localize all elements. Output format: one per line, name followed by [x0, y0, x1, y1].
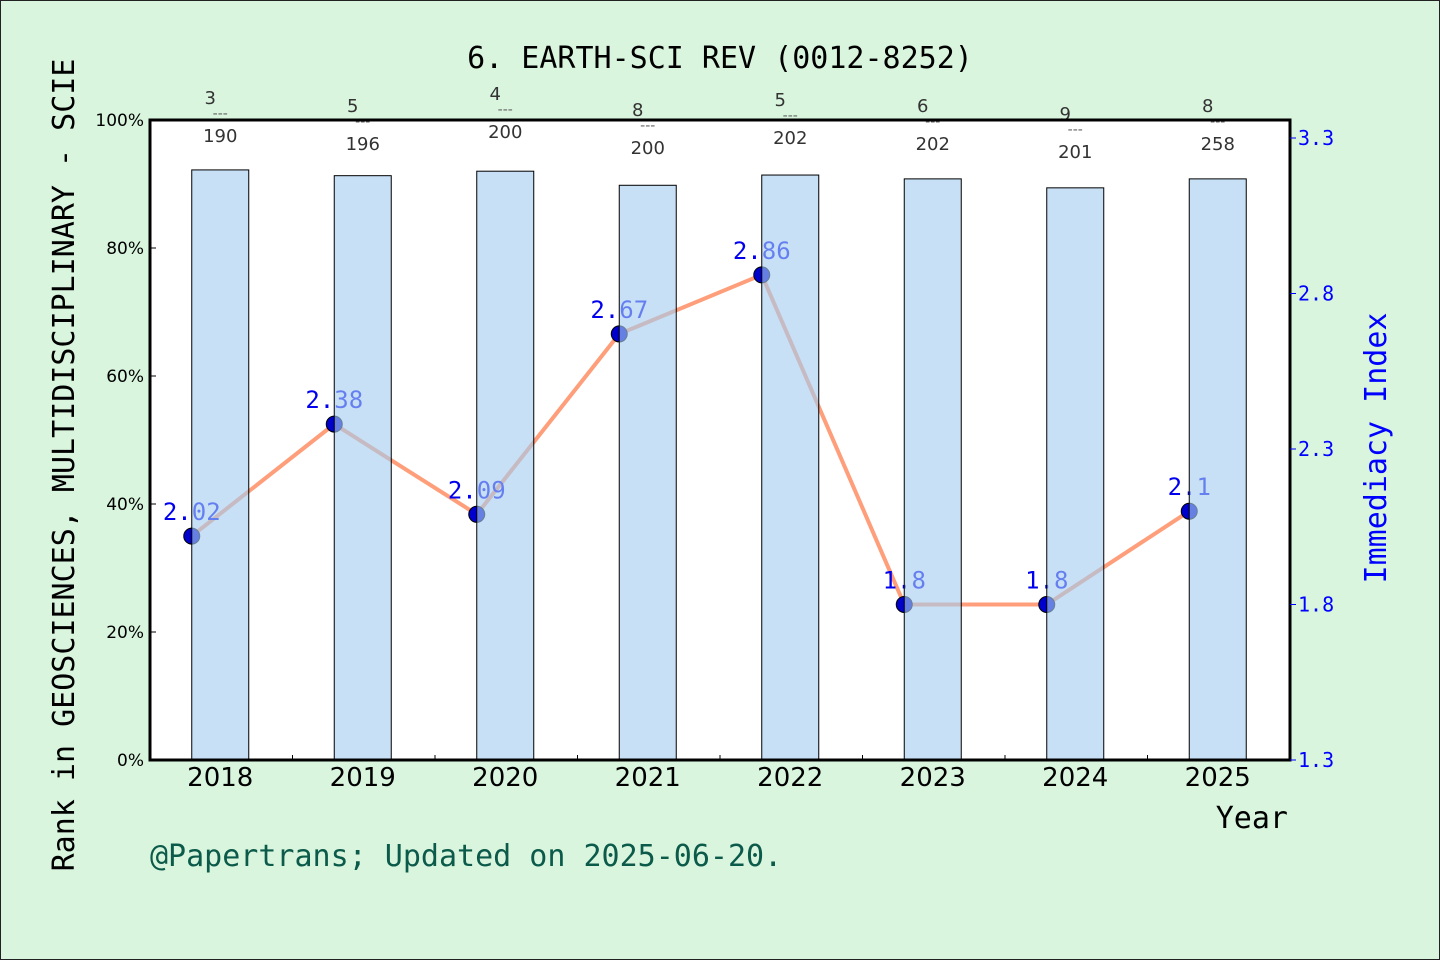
rank-bar: [903, 178, 962, 761]
plot-area: [150, 120, 1290, 760]
rank-bar: [333, 175, 392, 761]
rank-total: 200: [631, 138, 665, 159]
rank-numerator: 8: [632, 100, 643, 121]
rank-bar: [618, 184, 677, 761]
y-axis-right-label: Immediacy Index: [1359, 313, 1394, 584]
x-tick-label: 2018: [187, 763, 253, 793]
rank-bar: [191, 169, 250, 761]
rank-fraction-bar: ---: [783, 108, 798, 124]
rank-fraction-bar: ---: [213, 106, 228, 122]
y-left-tick-label: 20%: [106, 623, 144, 643]
x-tick-label: 2021: [615, 763, 681, 793]
y-left-tick-label: 100%: [95, 111, 144, 131]
rank-fraction-bar: ---: [355, 114, 370, 130]
rank-fraction-bar: ---: [1068, 122, 1083, 138]
rank-numerator: 5: [347, 96, 358, 117]
x-tick-label: 2020: [472, 763, 538, 793]
rank-numerator: 4: [490, 84, 501, 105]
rank-total: 258: [1201, 134, 1235, 155]
x-tick-label: 2023: [900, 763, 966, 793]
y-right-tick-label: 1.8: [1298, 593, 1334, 617]
rank-fraction-bar: ---: [498, 102, 513, 118]
rank-fraction-bar: ---: [925, 114, 940, 130]
rank-numerator: 5: [775, 90, 786, 111]
rank-numerator: 8: [1202, 96, 1213, 117]
rank-bar: [1046, 187, 1105, 761]
y-right-tick-label: 1.3: [1298, 748, 1334, 772]
y-axis-left-label: Rank in GEOSCIENCES, MULTIDISCIPLINARY -…: [47, 59, 82, 872]
rank-total: 202: [773, 128, 807, 149]
rank-bar: [1188, 178, 1247, 761]
rank-total: 202: [916, 134, 950, 155]
rank-numerator: 9: [1060, 104, 1071, 125]
rank-total: 200: [488, 122, 522, 143]
rank-bar: [476, 170, 535, 761]
y-left-tick-label: 80%: [106, 239, 144, 259]
y-left-tick-label: 40%: [106, 495, 144, 515]
x-axis-label: Year: [1216, 801, 1288, 836]
chart-title: 6. EARTH-SCI REV (0012-8252): [467, 41, 973, 76]
y-right-tick-label: 2.3: [1298, 437, 1334, 461]
rank-fraction-bar: ---: [640, 118, 655, 134]
rank-total: 190: [203, 126, 237, 147]
rank-numerator: 3: [205, 88, 216, 109]
y-right-tick-label: 2.8: [1298, 282, 1334, 306]
y-left-tick-label: 60%: [106, 367, 144, 387]
y-right-tick-label: 3.3: [1298, 126, 1334, 150]
rank-fraction-bar: ---: [1210, 114, 1225, 130]
x-tick-label: 2024: [1042, 763, 1108, 793]
footer-credit: @Papertrans; Updated on 2025-06-20.: [150, 839, 782, 874]
rank-numerator: 6: [917, 96, 928, 117]
x-tick-label: 2022: [757, 763, 823, 793]
x-tick-label: 2025: [1185, 763, 1251, 793]
rank-total: 201: [1058, 142, 1092, 163]
x-tick-label: 2019: [330, 763, 396, 793]
y-left-tick-label: 0%: [117, 751, 144, 771]
rank-total: 196: [346, 134, 380, 155]
rank-bar: [761, 174, 820, 761]
